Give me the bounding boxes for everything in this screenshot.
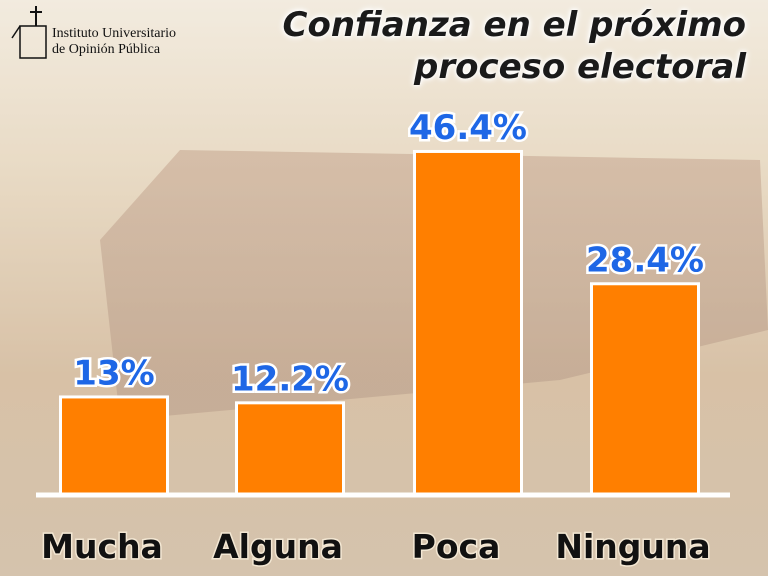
chart-title-line-2: proceso electoral xyxy=(413,47,746,87)
logo-text: Instituto Universitario de Opinión Públi… xyxy=(52,26,176,58)
logo-line-2: de Opinión Pública xyxy=(52,42,161,57)
category-label: Ninguna xyxy=(555,527,710,566)
category-label: Poca xyxy=(412,527,501,566)
bar xyxy=(416,152,520,494)
chart-title-line-1: Confianza en el próximo xyxy=(282,5,746,45)
data-label: 28.4% xyxy=(586,240,704,280)
cross-logo-icon xyxy=(11,6,47,59)
data-label: 12.2% xyxy=(231,359,349,399)
category-label: Alguna xyxy=(213,527,343,566)
data-label: 13% xyxy=(73,353,154,393)
data-label: 46.4% xyxy=(409,108,527,148)
logo: Instituto Universitario de Opinión Públi… xyxy=(6,4,196,60)
category-label: Mucha xyxy=(41,527,163,566)
bar xyxy=(62,398,166,494)
bar xyxy=(238,404,342,494)
chart-title: Confianza en el próximo proceso electora… xyxy=(246,4,746,88)
bar xyxy=(593,285,697,494)
logo-line-1: Instituto Universitario xyxy=(52,26,177,41)
